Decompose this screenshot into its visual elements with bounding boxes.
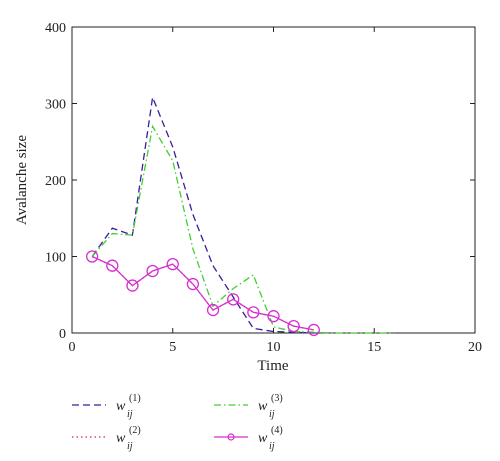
- y-tick-label: 300: [45, 98, 66, 113]
- y-tick-label: 400: [45, 21, 66, 36]
- x-tick-label: 20: [468, 340, 482, 355]
- legend-superscript: (2): [129, 425, 141, 436]
- legend-subscript: ij: [269, 409, 275, 420]
- y-tick-label: 100: [45, 251, 66, 266]
- legend-marker: [227, 433, 235, 441]
- series-line-2: [91, 255, 314, 331]
- series-4-point: [86, 250, 99, 263]
- y-tick-label: 0: [59, 327, 66, 342]
- legend-subscript: ij: [127, 441, 133, 452]
- series-4-point: [267, 310, 280, 323]
- y-tick-label: 200: [45, 174, 66, 189]
- series-4-point: [247, 306, 260, 319]
- series-4-point: [106, 259, 119, 272]
- series-layer: [86, 94, 395, 337]
- x-tick-label: 15: [367, 340, 381, 355]
- x-tick-label: 10: [267, 340, 281, 355]
- legend-subscript: ij: [269, 441, 275, 452]
- legend-item-4: wij (4): [214, 425, 283, 452]
- series-4-point: [227, 293, 240, 306]
- series-4-point: [307, 323, 320, 337]
- series-4-point: [287, 319, 300, 333]
- series-4-point: [126, 279, 139, 292]
- x-tick-label: 5: [169, 340, 176, 355]
- legend-item-2: wij (2): [72, 425, 141, 452]
- series-4-point: [186, 277, 200, 291]
- legend-label: w: [258, 431, 268, 446]
- legend: wij(1)wij(2)wij(3)wij(4): [72, 393, 283, 452]
- legend-item-3: wij (3): [214, 393, 283, 420]
- legend-subscript: ij: [127, 409, 133, 420]
- series-line-3: [91, 124, 395, 334]
- plot-frame: [71, 26, 476, 334]
- x-tick-label: 0: [69, 340, 76, 355]
- legend-superscript: (3): [271, 393, 283, 404]
- legend-superscript: (1): [129, 393, 141, 404]
- legend-superscript: (4): [271, 425, 283, 436]
- legend-label: w: [116, 431, 126, 446]
- y-axis-label: Avalanche size: [14, 135, 30, 225]
- series-line-1: [91, 94, 314, 334]
- legend-label: w: [258, 399, 268, 414]
- series-line-4: [91, 255, 314, 331]
- legend-item-1: wij (1): [72, 393, 141, 420]
- series-4-point: [206, 303, 220, 317]
- series-4-point: [166, 257, 179, 271]
- series-4-point: [146, 264, 159, 278]
- legend-label: w: [116, 399, 126, 414]
- x-axis-label: Time: [257, 358, 288, 374]
